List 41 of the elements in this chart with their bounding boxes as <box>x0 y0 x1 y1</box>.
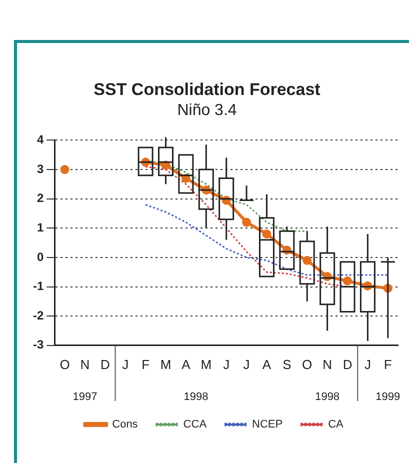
x-tick-label: F <box>142 356 150 372</box>
x-tick-label: J <box>364 356 371 372</box>
y-tick-label: -3 <box>33 338 44 352</box>
x-tick-label: F <box>384 356 392 372</box>
y-tick-label: -1 <box>33 279 44 294</box>
x-tick-label: N <box>322 356 332 372</box>
y-tick-label: 4 <box>36 132 44 147</box>
x-tick-label: D <box>342 356 352 372</box>
text: 1998 <box>315 391 340 404</box>
point <box>262 230 272 239</box>
x-tick-label: D <box>100 356 110 372</box>
chart-title: SST Consolidation Forecast <box>92 80 322 100</box>
text: 1999 <box>376 391 400 404</box>
x-tick-label: O <box>302 356 312 372</box>
x-tick-label: A <box>262 356 272 372</box>
x-tick-label: A <box>182 356 191 372</box>
x-tick-label: J <box>243 356 250 372</box>
y-tick-label: 0 <box>36 250 44 264</box>
point <box>343 276 352 286</box>
x-tick-label: J <box>122 356 129 372</box>
x-tick-label: M <box>160 356 172 372</box>
point <box>60 165 70 174</box>
point <box>181 174 190 183</box>
y-tick-label: 2 <box>36 191 44 206</box>
x-tick-label: J <box>223 356 230 372</box>
legend-label: CCA <box>183 418 208 431</box>
text: 1997 <box>72 391 98 404</box>
y-tick-label: 3 <box>36 162 44 176</box>
point <box>302 256 312 265</box>
x-tick-label: O <box>60 356 70 372</box>
legend-label: NCEP <box>252 418 283 431</box>
x-tick-label: N <box>80 356 90 372</box>
text: 1998 <box>184 391 208 404</box>
chart-subtitle: Niño 3.4 <box>176 102 238 120</box>
y-tick-label: -2 <box>33 308 44 322</box>
y-tick-label: 1 <box>36 220 44 234</box>
legend-label: Cons <box>112 418 138 431</box>
x-tick-label: S <box>282 356 292 372</box>
legend-label: CA <box>328 418 344 431</box>
x-tick-label: M <box>200 356 212 372</box>
point <box>242 218 252 227</box>
